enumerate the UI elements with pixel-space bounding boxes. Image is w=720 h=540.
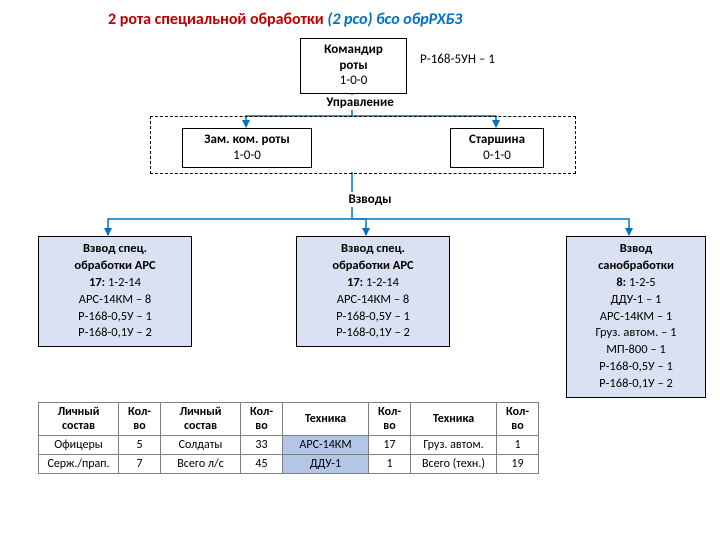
management-label: Управление — [310, 95, 410, 110]
summary-table: Личный составКол-воЛичный составКол-воТе… — [38, 402, 539, 474]
table-cell: 7 — [119, 455, 161, 474]
table-cell: 45 — [241, 455, 283, 474]
table-cell: 5 — [119, 436, 161, 455]
platoon-2-box: Взвод спец.обработки АРС17: 1-2-14АРС-14… — [296, 236, 450, 347]
platoon-3-box: Взводсанобработки8: 1-2-5ДДУ-1 – 1АРС-14… — [566, 236, 706, 398]
commander-l1: Командир — [301, 42, 406, 58]
table-header: Личный состав — [39, 403, 119, 436]
table-row: Офицеры5Солдаты33АРС-14КМ17Груз. автом.1 — [39, 436, 539, 455]
table-header: Техника — [411, 403, 497, 436]
table-cell: Солдаты — [161, 436, 241, 455]
table-header: Кол-во — [119, 403, 161, 436]
commander-box: Командир роты 1-0-0 — [300, 38, 407, 94]
table-cell: 1 — [369, 455, 411, 474]
table-header: Кол-во — [497, 403, 539, 436]
table-cell: Офицеры — [39, 436, 119, 455]
deputy-l1: Зам. ком. роты — [183, 132, 311, 148]
table-cell: 1 — [497, 436, 539, 455]
table-cell: Серж./прап. — [39, 455, 119, 474]
commander-l2: роты — [301, 58, 406, 74]
sergeant-l1: Старшина — [451, 132, 543, 148]
table-cell: Всего (техн.) — [411, 455, 497, 474]
platoons-label: Взводы — [320, 192, 420, 207]
sergeant-box: Старшина 0-1-0 — [450, 128, 544, 168]
table-cell: АРС-14КМ — [283, 436, 369, 455]
deputy-l2: 1-0-0 — [183, 148, 311, 164]
table-header: Кол-во — [241, 403, 283, 436]
table-header: Кол-во — [369, 403, 411, 436]
table-row: Серж./прап.7Всего л/с45ДДУ-11Всего (техн… — [39, 455, 539, 474]
table-cell: Всего л/с — [161, 455, 241, 474]
table-cell: Груз. автом. — [411, 436, 497, 455]
table-cell: ДДУ-1 — [283, 455, 369, 474]
table-cell: 19 — [497, 455, 539, 474]
platoon-1-box: Взвод спец.обработки АРС17: 1-2-14АРС-14… — [38, 236, 192, 347]
table-cell: 17 — [369, 436, 411, 455]
side-note: Р-168-5УН – 1 — [420, 52, 495, 67]
sergeant-l2: 0-1-0 — [451, 148, 543, 164]
table-header: Техника — [283, 403, 369, 436]
deputy-box: Зам. ком. роты 1-0-0 — [182, 128, 312, 168]
table-header: Личный состав — [161, 403, 241, 436]
table-cell: 33 — [241, 436, 283, 455]
commander-l3: 1-0-0 — [301, 73, 406, 89]
